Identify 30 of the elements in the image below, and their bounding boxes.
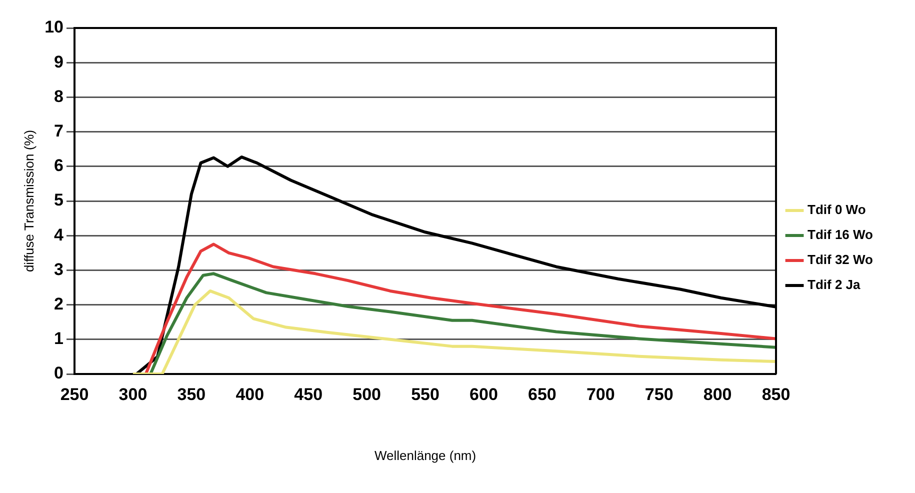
y-tick-label: 4	[54, 225, 64, 244]
y-tick-label: 1	[54, 329, 64, 348]
y-tick-label: 7	[54, 121, 64, 140]
x-axis-title: Wellenlänge (nm)	[374, 448, 476, 463]
y-axis-title: diffuse Transmission (%)	[21, 130, 36, 272]
x-tick-label: 350	[177, 384, 206, 404]
x-tick-label: 650	[528, 384, 556, 404]
x-tick-label: 700	[586, 384, 615, 404]
y-tick-label: 6	[54, 156, 64, 176]
x-tick-label: 250	[60, 384, 89, 404]
x-tick-label: 500	[352, 384, 381, 404]
y-tick-label: 10	[44, 18, 64, 37]
x-tick-label: 850	[762, 384, 790, 404]
y-tick-label: 8	[54, 86, 64, 106]
legend-label: Tdif 2 Ja	[808, 277, 862, 292]
x-tick-label: 550	[411, 384, 440, 404]
legend-label: Tdif 32 Wo	[808, 252, 874, 268]
y-tick-label: 9	[54, 52, 64, 72]
x-tick-label: 750	[644, 384, 674, 404]
legend-label: Tdif 0 Wo	[808, 202, 866, 218]
x-tick-label: 600	[470, 384, 498, 404]
legend-label: Tdif 16 Wo	[808, 227, 874, 242]
y-tick-label: 5	[54, 190, 64, 210]
x-tick-label: 300	[118, 384, 148, 404]
x-tick-label: 400	[236, 384, 264, 404]
x-tick-label: 800	[703, 384, 732, 404]
y-tick-label: 0	[54, 364, 64, 383]
x-tick-label: 450	[294, 384, 323, 404]
y-tick-label: 3	[54, 260, 64, 279]
y-tick-label: 2	[54, 294, 64, 314]
